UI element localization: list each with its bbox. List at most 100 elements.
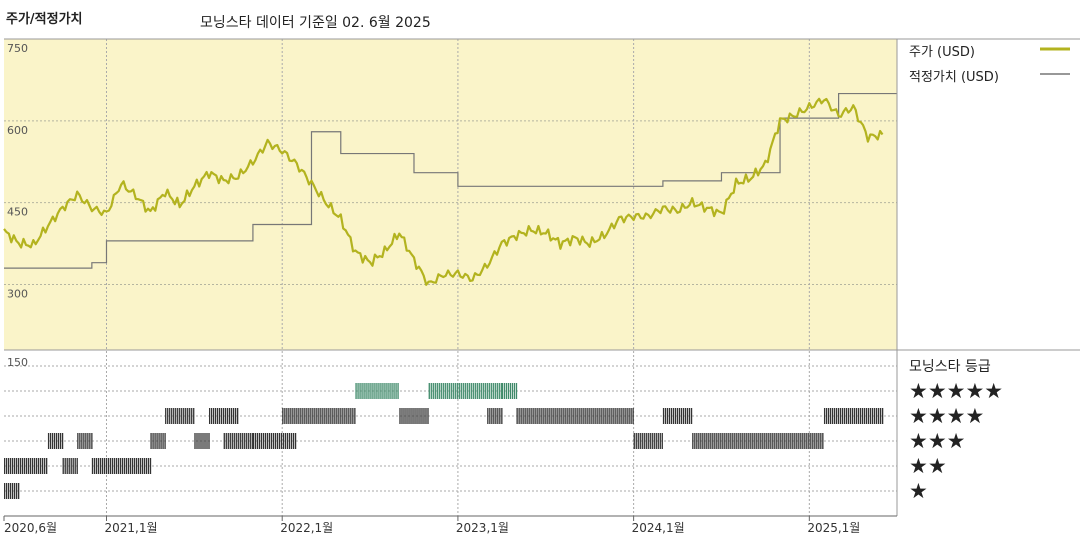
rating-stripe [252,433,255,449]
rating-y-tick-label: 150 [7,356,28,369]
rating-stripe [40,458,42,474]
rating-stripe [462,383,464,399]
rating-stripe [538,408,540,424]
rating-stripe [312,408,314,424]
rating-stripe [748,433,750,449]
rating-stripe [440,383,442,399]
rating-stripe [373,383,375,399]
rating-stripe [322,408,324,424]
rating-stripe [282,433,285,449]
rating-stripe [344,408,346,424]
rating-stripe [509,383,512,399]
rating-stripe [544,408,546,424]
rating-stripe [501,383,504,399]
rating-stripe [833,408,836,424]
rating-segment-3star [252,433,297,449]
rating-stripe [626,408,628,424]
rating-segment-1star [4,483,20,499]
rating-stripe [740,433,742,449]
rating-stripe [185,408,187,424]
rating-stripe [686,408,689,424]
rating-stripe [47,433,50,449]
rating-stripe [496,383,498,399]
rating-stripe [726,433,728,449]
rating-stripe [873,408,876,424]
rating-stripe [365,383,367,399]
rating-stripe [352,408,354,424]
rating-stripe [855,408,858,424]
rating-stripe [413,408,415,424]
rating-stripe [409,408,411,424]
rating-stripe [212,408,215,424]
rating-stripe [738,433,740,449]
rating-stripe [734,433,736,449]
rating-legend-title: 모닝스타 등급 [909,359,991,375]
rating-stripe [532,408,534,424]
rating-stripe [316,408,318,424]
rating-stripe [53,433,56,449]
rating-stripe [460,383,462,399]
rating-stripe [167,408,169,424]
rating-stripe [95,458,98,474]
rating-stripe [18,483,20,499]
rating-stripe [12,483,14,499]
rating-stripe [111,458,114,474]
rating-stripe [44,458,46,474]
rating-stripe [391,383,393,399]
rating-stripe [849,408,852,424]
rating-stripe [798,433,800,449]
rating-stripe [8,458,10,474]
rating-stripe [515,383,518,399]
rating-stripe [637,433,639,449]
rating-stripe [450,383,452,399]
rating-segment-3star [223,433,253,449]
rating-stripe [662,408,665,424]
rating-stripe [877,408,880,424]
rating-stripe [150,433,152,449]
rating-stripe [616,408,618,424]
rating-stripe [494,383,496,399]
fair-value-line [4,92,898,269]
rating-stripe [258,433,261,449]
rating-stripe [8,483,10,499]
rating-stripe [361,383,363,399]
rating-segment-2star [91,458,152,474]
rating-stripe [464,383,466,399]
rating-stripe [336,408,338,424]
rating-stripe [756,433,758,449]
rating-stripe [782,433,784,449]
rating-stripe [346,408,348,424]
rating-stripe [342,408,344,424]
rating-stripe [127,458,130,474]
rating-stripe [385,383,387,399]
rating-stripe [714,433,716,449]
rating-segment-5star [501,383,518,399]
rating-stripe [530,408,532,424]
price-line [3,97,884,286]
rating-stripe [859,408,862,424]
rating-stripe [70,458,72,474]
rating-stripe [282,408,284,424]
rating-stripe [93,458,96,474]
rating-stripe [788,433,790,449]
rating-stripe [218,408,221,424]
rating-stripe [712,433,714,449]
rating-stripe [776,433,778,449]
rating-stripe [131,458,134,474]
rating-stripe [403,408,405,424]
rating-stripe [228,408,231,424]
rating-stripe [588,408,590,424]
rating-stripe [68,458,70,474]
rating-stripe [16,458,18,474]
rating-stripe [871,408,874,424]
legend-price-label: 주가 (USD) [909,45,975,60]
rating-stripe [348,408,350,424]
rating-stripe [851,408,854,424]
rating-stripe [814,433,816,449]
rating-stripe [643,433,645,449]
rating-stripe [668,408,671,424]
rating-stripe [30,458,32,474]
rating-stripe [572,408,574,424]
rating-stripe [121,458,124,474]
